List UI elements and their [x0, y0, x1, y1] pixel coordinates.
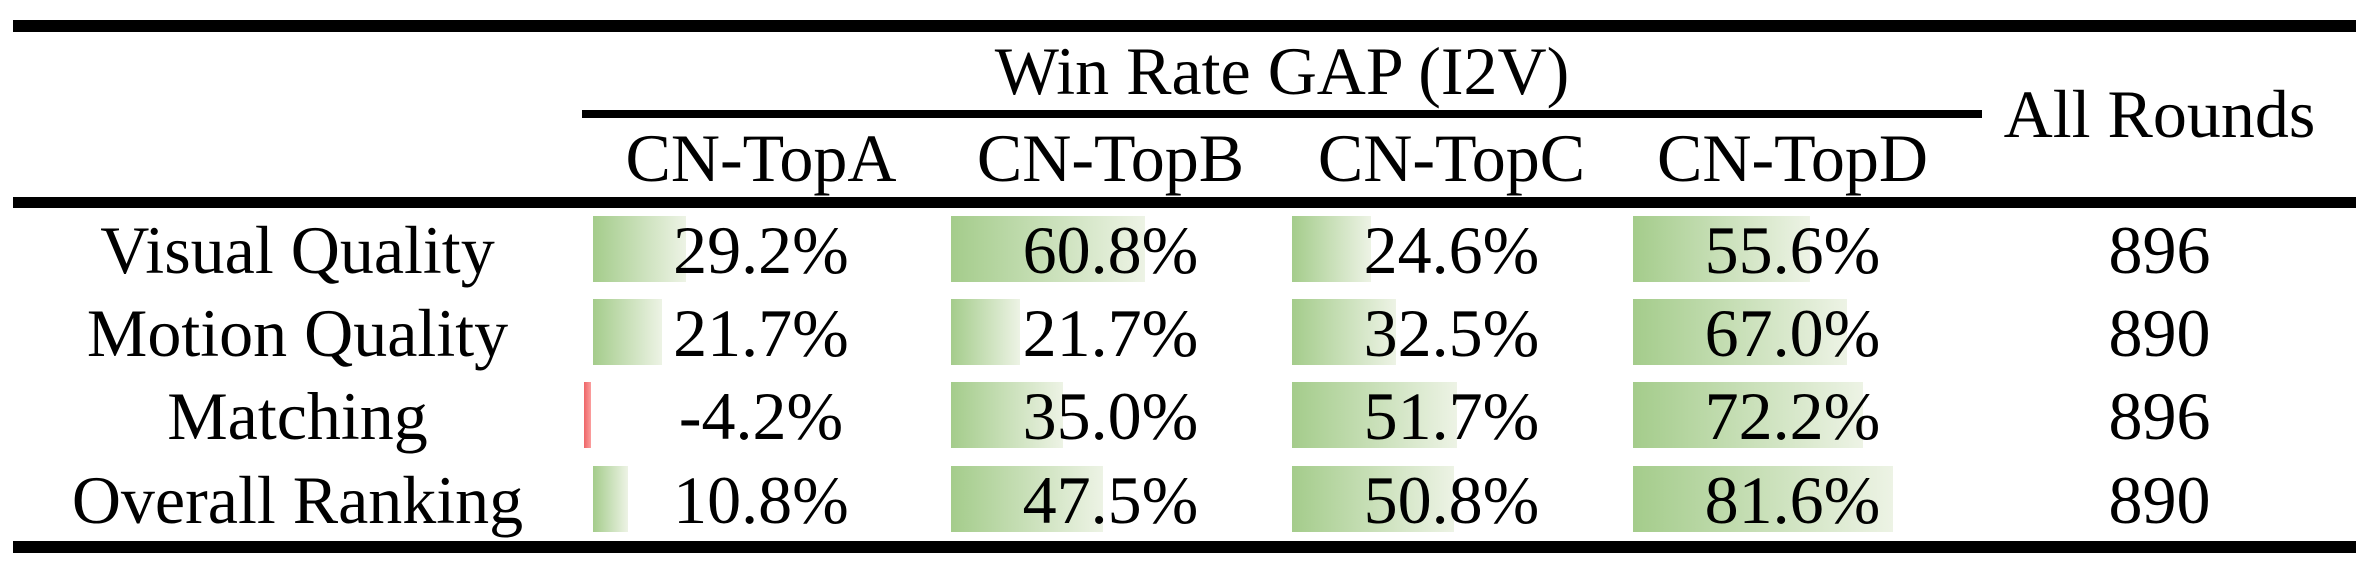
table-top-rule — [13, 20, 2356, 32]
all-rounds-cell: 896 — [2108, 211, 2211, 288]
metric-value: 60.8% — [1022, 211, 1199, 288]
row-label-overall-ranking: Overall Ranking — [71, 461, 524, 538]
metric-cell: 32.5% — [1281, 291, 1622, 374]
metric-value: 50.8% — [1363, 461, 1540, 538]
header-bottom-rule — [13, 197, 2356, 208]
data-bar — [951, 216, 1145, 282]
data-bar — [951, 382, 1063, 448]
metric-cell: 47.5% — [940, 458, 1281, 541]
metric-value: 55.6% — [1704, 211, 1881, 288]
metric-cell: 72.2% — [1622, 374, 1963, 457]
metric-cell: 10.8% — [582, 458, 940, 541]
metric-cell: 81.6% — [1622, 458, 1963, 541]
row-label-matching: Matching — [167, 377, 428, 454]
data-bar — [1292, 466, 1455, 532]
table-title: Win Rate GAP (I2V) — [994, 32, 1570, 109]
metric-value: 21.7% — [1022, 294, 1199, 371]
metric-cell: -4.2% — [582, 374, 940, 457]
metric-cell: 21.7% — [582, 291, 940, 374]
metric-cell: 21.7% — [940, 291, 1281, 374]
column-header-cn-topb: CN-TopB — [976, 119, 1245, 196]
data-bar — [593, 466, 628, 532]
metric-value: 51.7% — [1363, 377, 1540, 454]
metric-cell: 55.6% — [1622, 208, 1963, 291]
row-label-visual-quality: Visual Quality — [100, 211, 495, 288]
column-header-all-rounds: All Rounds — [2003, 76, 2316, 152]
data-bar — [1633, 466, 1894, 532]
metric-value: 35.0% — [1022, 377, 1199, 454]
metric-cell: 67.0% — [1622, 291, 1963, 374]
data-bar — [1292, 382, 1457, 448]
data-bar — [951, 299, 1021, 365]
metric-value: 32.5% — [1363, 294, 1540, 371]
data-bar — [593, 299, 663, 365]
table-bottom-rule — [13, 541, 2356, 553]
data-bar — [1633, 299, 1847, 365]
data-bar — [1292, 299, 1396, 365]
metric-cell: 35.0% — [940, 374, 1281, 457]
all-rounds-cell: 890 — [2108, 461, 2211, 538]
metric-cell: 24.6% — [1281, 208, 1622, 291]
metric-value: 47.5% — [1022, 461, 1199, 538]
metric-value: 72.2% — [1704, 377, 1881, 454]
data-bar — [1292, 216, 1371, 282]
metric-cell: 51.7% — [1281, 374, 1622, 457]
metric-cell: 50.8% — [1281, 458, 1622, 541]
metric-value: 21.7% — [673, 294, 849, 371]
column-header-cn-topa: CN-TopA — [625, 119, 897, 196]
metric-value: 10.8% — [673, 461, 849, 538]
title-underline-rule — [582, 110, 1982, 118]
metric-value: 24.6% — [1363, 211, 1540, 288]
column-header-cn-topd: CN-TopD — [1656, 119, 1928, 196]
data-bar — [584, 382, 591, 448]
row-label-motion-quality: Motion Quality — [86, 294, 509, 371]
all-rounds-cell: 890 — [2108, 294, 2211, 371]
metric-value: -4.2% — [678, 377, 844, 454]
metric-value: 29.2% — [673, 211, 849, 288]
metric-cell: 60.8% — [940, 208, 1281, 291]
metric-value: 81.6% — [1704, 461, 1881, 538]
metric-value: 67.0% — [1704, 294, 1881, 371]
data-bar — [1633, 216, 1811, 282]
column-header-cn-topc: CN-TopC — [1317, 119, 1586, 196]
metric-cell: 29.2% — [582, 208, 940, 291]
data-bar — [593, 216, 687, 282]
data-bar — [1633, 382, 1864, 448]
data-bar — [951, 466, 1103, 532]
all-rounds-cell: 896 — [2108, 377, 2211, 454]
